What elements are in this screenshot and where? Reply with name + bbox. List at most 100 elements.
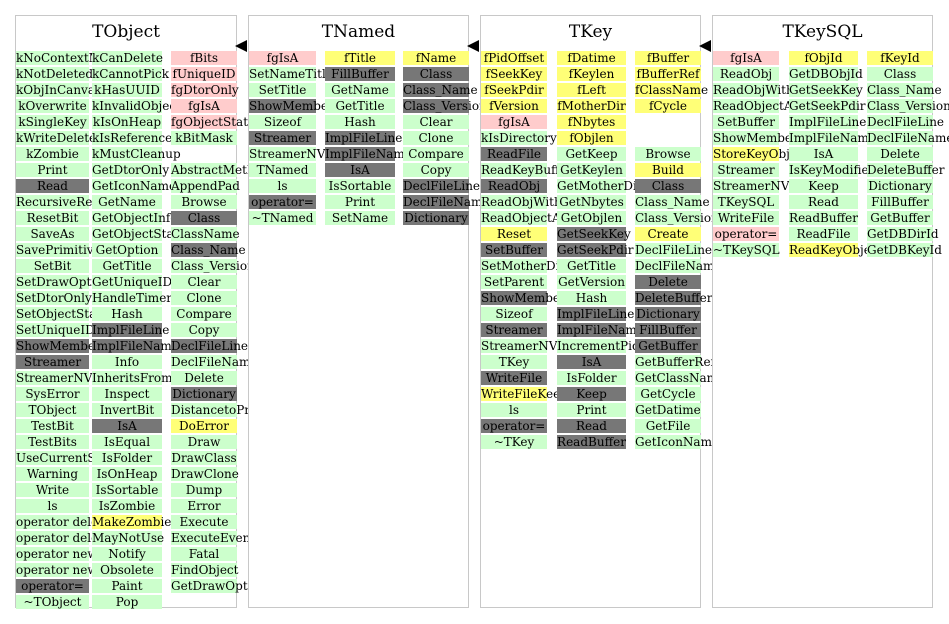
member-cell[interactable]: GetTitle (92, 259, 162, 273)
member-cell[interactable]: fgDtorOnly (171, 83, 239, 97)
member-cell[interactable]: GetSeekPdir (789, 99, 866, 113)
member-cell[interactable]: Copy (171, 323, 237, 337)
member-cell[interactable]: GetVersion (557, 275, 626, 289)
member-cell[interactable]: fKeyId (867, 51, 933, 65)
member-cell[interactable]: Clone (171, 291, 237, 305)
member-cell[interactable]: Sizeof (249, 115, 316, 129)
member-cell[interactable]: fUniqueID (171, 67, 237, 81)
member-cell[interactable]: ReadFile (481, 147, 547, 161)
member-cell[interactable]: Streamer (713, 163, 779, 177)
member-cell[interactable]: ClassName (171, 227, 240, 241)
member-cell[interactable]: Sizeof (481, 307, 547, 321)
member-cell[interactable]: FillBuffer (325, 67, 395, 81)
member-cell[interactable]: DrawClass (171, 451, 237, 465)
member-cell[interactable]: kNotDeleted (16, 67, 94, 81)
member-cell[interactable]: Class_Name (403, 83, 478, 97)
member-cell[interactable]: ImplFileName (325, 147, 412, 161)
member-cell[interactable]: GetClassName (635, 371, 726, 385)
member-cell[interactable]: fDatime (557, 51, 626, 65)
member-cell[interactable]: fSeekKey (481, 67, 547, 81)
member-cell[interactable]: Hash (557, 291, 626, 305)
member-cell[interactable]: ImplFileLine (789, 115, 867, 129)
member-cell[interactable]: GetSeekPdir (557, 243, 634, 257)
member-cell[interactable]: kWriteDelete (16, 131, 97, 145)
member-cell[interactable]: kSingleKey (16, 115, 89, 129)
member-cell[interactable]: ReadKeyObject (789, 243, 883, 257)
member-cell[interactable]: GetDatime (635, 403, 701, 417)
member-cell[interactable]: SetBit (16, 259, 89, 273)
member-cell[interactable]: SetName (325, 211, 395, 225)
member-cell[interactable]: ls (16, 499, 89, 513)
member-cell[interactable]: kIsDirectoryFile (481, 131, 580, 145)
member-cell[interactable]: fLeft (557, 83, 626, 97)
member-cell[interactable]: operator delete (16, 515, 111, 529)
member-cell[interactable]: fPidOffset (481, 51, 547, 65)
member-cell[interactable]: Class_Name (635, 195, 710, 209)
member-cell[interactable]: InheritsFrom (92, 371, 173, 385)
member-cell[interactable]: Copy (403, 163, 469, 177)
member-cell[interactable]: fCycle (635, 99, 701, 113)
member-cell[interactable]: ExecuteEvent (171, 531, 256, 545)
member-cell[interactable]: fObjlen (557, 131, 626, 145)
member-cell[interactable]: operator new (16, 547, 98, 561)
member-cell[interactable]: IsA (92, 419, 162, 433)
member-cell[interactable]: DeclFileName (171, 355, 258, 369)
member-cell[interactable]: SetObjectStat (16, 307, 102, 321)
member-cell[interactable]: IsKeyModified (789, 163, 877, 177)
member-cell[interactable]: SetMotherDir (481, 259, 566, 273)
member-cell[interactable]: TNamed (249, 163, 316, 177)
member-cell[interactable]: ~TNamed (249, 211, 316, 225)
member-cell[interactable]: IsA (557, 355, 626, 369)
member-cell[interactable]: Class_Version (171, 259, 255, 273)
member-cell[interactable]: IsFolder (92, 451, 162, 465)
member-cell[interactable]: ReadObjectAny (481, 211, 576, 225)
member-cell[interactable]: GetKeep (557, 147, 626, 161)
member-cell[interactable]: TObject (16, 403, 89, 417)
member-cell[interactable]: Read (16, 179, 89, 193)
member-cell[interactable]: DeclFileLine (635, 243, 713, 257)
member-cell[interactable]: operator= (713, 227, 779, 241)
member-cell[interactable]: ReadFile (789, 227, 858, 241)
member-cell[interactable]: MayNotUse (92, 531, 165, 545)
member-cell[interactable]: IsSortable (92, 483, 162, 497)
member-cell[interactable]: FillBuffer (867, 195, 933, 209)
member-cell[interactable]: fKeylen (557, 67, 626, 81)
member-cell[interactable]: fgIsA (249, 51, 316, 65)
member-cell[interactable]: AbstractMethod (171, 163, 270, 177)
member-cell[interactable]: Streamer (481, 323, 547, 337)
member-cell[interactable]: Compare (403, 147, 469, 161)
member-cell[interactable]: GetDrawOption (171, 579, 267, 593)
member-cell[interactable]: Dictionary (867, 179, 933, 193)
member-cell[interactable]: ls (249, 179, 316, 193)
member-cell[interactable]: fMotherDir (557, 99, 626, 113)
member-cell[interactable]: SetTitle (249, 83, 316, 97)
member-cell[interactable]: Paint (92, 579, 162, 593)
member-cell[interactable]: SetParent (481, 275, 547, 289)
member-cell[interactable]: operator= (481, 419, 547, 433)
member-cell[interactable]: Info (92, 355, 162, 369)
member-cell[interactable]: ReadBuffer (789, 211, 858, 225)
member-cell[interactable]: SetBuffer (481, 243, 547, 257)
member-cell[interactable]: kNoContextMenu (16, 51, 124, 65)
member-cell[interactable]: Error (171, 499, 237, 513)
member-cell[interactable]: ImplFileLine (92, 323, 170, 337)
member-cell[interactable]: WriteFile (713, 211, 779, 225)
member-cell[interactable]: DeleteBuffer (867, 163, 945, 177)
member-cell[interactable]: DeclFileLine (867, 115, 945, 129)
member-cell[interactable]: UseCurrentStyle (16, 451, 119, 465)
member-cell[interactable]: Pop (92, 595, 162, 609)
member-cell[interactable]: fTitle (325, 51, 395, 65)
member-cell[interactable]: Class (635, 179, 701, 193)
member-cell[interactable]: Clear (171, 275, 237, 289)
member-cell[interactable]: GetObjectStat (92, 227, 179, 241)
member-cell[interactable]: ImplFileLine (325, 131, 403, 145)
member-cell[interactable]: Class_Name (867, 83, 942, 97)
member-cell[interactable]: Browse (635, 147, 701, 161)
member-cell[interactable]: Build (635, 163, 701, 177)
member-cell[interactable]: StreamerNVirtual (481, 339, 591, 353)
member-cell[interactable]: kInvalidObject (92, 99, 181, 113)
member-cell[interactable]: Class_Version (403, 99, 487, 113)
member-cell[interactable]: DeleteBuffer (635, 291, 713, 305)
member-cell[interactable]: GetDBKeyId (867, 243, 942, 257)
member-cell[interactable]: TKey (481, 355, 547, 369)
